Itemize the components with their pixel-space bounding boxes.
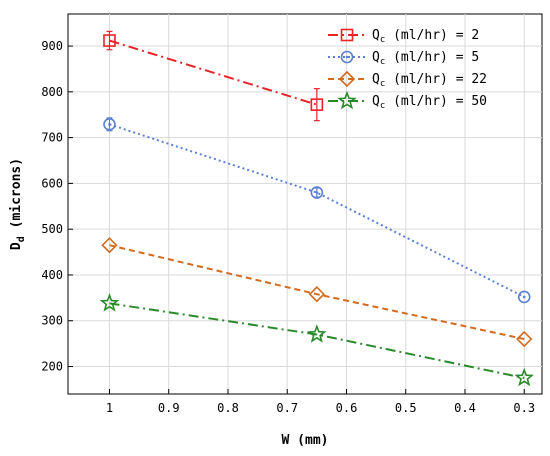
data-point-center	[315, 191, 319, 194]
y-axis-title: Dd (microns)	[9, 158, 27, 250]
y-tick-label: 300	[41, 314, 63, 328]
data-point	[514, 367, 534, 387]
x-tick-label: 0.8	[217, 401, 239, 415]
legend-marker-center	[345, 55, 349, 59]
y-axis-title-subscript: d	[16, 236, 27, 242]
x-tick-label: 1	[106, 401, 113, 415]
legend-marker	[338, 70, 356, 88]
series-4	[99, 293, 534, 387]
legend-marker	[337, 90, 357, 110]
series-1	[103, 30, 324, 122]
x-tick-label: 0.6	[336, 401, 358, 415]
legend-entry-1: Qc (ml/hr) = 2	[328, 28, 479, 45]
data-point	[103, 34, 116, 47]
y-tick-label: 500	[41, 222, 63, 236]
x-tick-label: 0.5	[395, 401, 417, 415]
legend-entry-4: Qc (ml/hr) = 50	[328, 90, 487, 111]
legend-label: Qc (ml/hr) = 5	[372, 50, 479, 67]
y-tick-label: 700	[41, 131, 63, 145]
x-tick-label: 0.3	[513, 401, 535, 415]
data-point	[101, 237, 118, 254]
legend-marker	[340, 28, 354, 42]
series-group	[99, 30, 534, 387]
legend-marker	[340, 50, 354, 64]
y-tick-label: 400	[41, 268, 63, 282]
data-point-center	[522, 295, 526, 299]
data-point	[516, 330, 533, 348]
axis-ticks: 200 300 400 500 600 700 800 900 1 0.9 0.8 0.7 0.6 0.5…	[41, 39, 535, 415]
y-tick-label: 800	[41, 85, 63, 99]
series-2	[103, 117, 531, 304]
series-line	[109, 39, 318, 106]
legend-label: Qc (ml/hr) = 22	[372, 72, 487, 89]
legend-label: Qc (ml/hr) = 2	[372, 28, 479, 45]
series-3	[101, 237, 533, 348]
x-axis-title: W (mm)	[282, 433, 329, 448]
legend-entry-2: Qc (ml/hr) = 5	[328, 50, 479, 67]
plot-area	[67, 13, 543, 395]
x-tick-label: 0.4	[454, 401, 476, 415]
data-point	[310, 186, 324, 199]
data-point-center	[108, 123, 111, 126]
series-line	[109, 302, 525, 379]
data-point	[308, 286, 325, 303]
data-point	[307, 324, 327, 343]
data-point	[310, 98, 324, 111]
data-point	[99, 293, 120, 312]
legend-label: Qc (ml/hr) = 50	[372, 94, 487, 111]
y-tick-label: 900	[41, 39, 63, 53]
x-tick-label: 0.7	[276, 401, 298, 415]
y-tick-label: 600	[41, 176, 63, 190]
legend: Qc (ml/hr) = 2 Qc (ml/hr) = 5 Qc (ml/hr) =…	[328, 28, 487, 111]
data-point	[517, 290, 531, 304]
x-tick-label: 0.9	[158, 401, 180, 415]
series-line	[109, 244, 525, 341]
data-point	[103, 118, 116, 131]
y-tick-label: 200	[41, 360, 63, 374]
legend-entry-3: Qc (ml/hr) = 22	[328, 70, 487, 89]
